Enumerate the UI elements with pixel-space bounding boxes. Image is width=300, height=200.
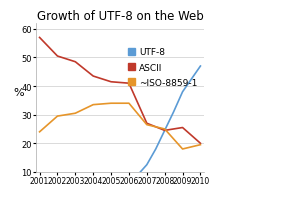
~ISO-8859-1 [109,102,113,105]
~ISO-8859-1 [56,115,59,118]
UTF-8 [154,148,158,150]
ASCII [74,61,77,64]
UTF-8 [163,130,166,132]
~ISO-8859-1 [92,104,95,106]
UTF-8 [190,78,193,81]
~ISO-8859-1 [127,102,131,105]
UTF-8 [145,164,148,166]
Legend: UTF-8, ASCII, ~ISO-8859-1: UTF-8, ASCII, ~ISO-8859-1 [126,46,200,89]
~ISO-8859-1 [163,128,166,131]
~ISO-8859-1 [145,124,148,126]
ASCII [145,122,148,125]
~ISO-8859-1 [38,131,41,133]
~ISO-8859-1 [199,144,202,146]
ASCII [127,83,131,85]
ASCII [56,56,59,58]
UTF-8 [136,174,140,176]
ASCII [109,81,113,84]
ASCII [181,127,184,129]
ASCII [163,130,166,132]
Title: Growth of UTF-8 on the Web: Growth of UTF-8 on the Web [37,10,203,23]
Line: UTF-8: UTF-8 [138,67,200,175]
~ISO-8859-1 [181,148,184,150]
Line: ~ISO-8859-1: ~ISO-8859-1 [40,104,200,149]
ASCII [199,142,202,145]
UTF-8 [172,111,175,113]
Y-axis label: %: % [13,88,24,98]
ASCII [38,37,41,39]
~ISO-8859-1 [74,112,77,115]
UTF-8 [181,91,184,94]
UTF-8 [199,65,202,68]
Line: ASCII: ASCII [40,38,200,144]
ASCII [92,75,95,78]
